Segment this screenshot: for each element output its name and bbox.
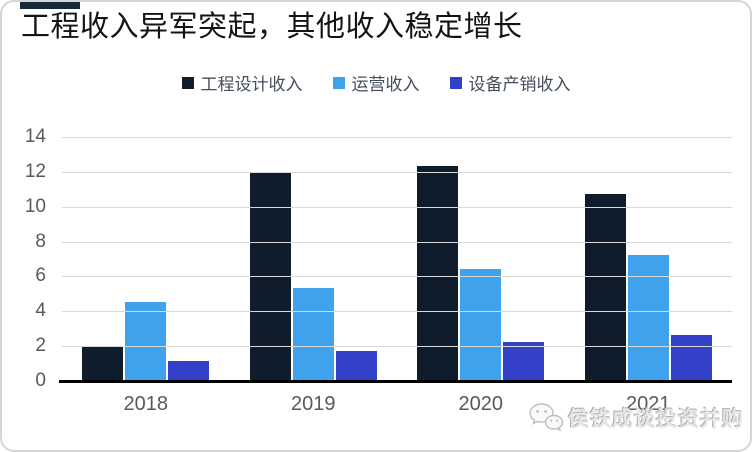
bar-设备产销收入-2021 [670, 334, 712, 382]
bar-group-2021 [565, 138, 733, 382]
bar-group-2018 [62, 138, 230, 382]
y-tick-label: 10 [24, 195, 46, 217]
bar-工程设计收入-2020 [417, 165, 459, 382]
gridline [62, 137, 732, 138]
y-tick-label: 6 [35, 265, 46, 287]
bar-运营收入-2020 [460, 268, 502, 382]
title-accent-bar [20, 2, 80, 9]
legend-swatch [181, 76, 194, 89]
y-tick-label: 12 [24, 160, 46, 182]
gridline [62, 241, 732, 243]
legend-label: 运营收入 [351, 75, 420, 94]
bar-设备产销收入-2019 [335, 350, 377, 382]
wechat-icon [529, 403, 564, 432]
y-tick-label: 14 [24, 126, 46, 147]
y-axis: 0 2 4 6 8 10 12 14 [2, 126, 52, 391]
gridline [62, 206, 732, 208]
bar-运营收入-2021 [627, 254, 669, 382]
x-tick-label-2018: 2018 [123, 393, 169, 415]
y-tick-label: 2 [35, 335, 46, 357]
y-tick-label: 8 [35, 230, 46, 252]
y-tick-label: 4 [35, 300, 46, 322]
legend-label: 工程设计收入 [200, 75, 303, 94]
bar-group-2020 [397, 138, 565, 382]
legend-swatch [449, 76, 462, 89]
bar-工程设计收入-2021 [584, 193, 626, 382]
legend-item-0: 工程设计收入 [181, 70, 303, 95]
bar-设备产销收入-2018 [168, 361, 210, 382]
bar-设备产销收入-2020 [503, 341, 545, 382]
plot-area [59, 137, 733, 383]
gridline [62, 311, 732, 313]
bar-工程设计收入-2018 [82, 347, 124, 382]
legend-label: 设备产销收入 [468, 75, 571, 94]
watermark-text: 侯铁成谈投资并购 [568, 407, 744, 431]
legend: 工程设计收入 运营收入 设备产销收入 [2, 70, 750, 95]
legend-item-2: 设备产销收入 [449, 70, 571, 95]
gridline [62, 171, 732, 173]
chart-title: 工程收入异军突起，其他收入稳定增长 [21, 11, 523, 43]
legend-swatch [332, 76, 345, 89]
gridline [62, 346, 732, 348]
bar-运营收入-2019 [292, 287, 334, 382]
x-tick-label-2020: 2020 [458, 393, 504, 415]
x-tick-label-2021: 2021 [626, 393, 671, 415]
x-axis: 2018 2019 2020 2021 [62, 393, 732, 416]
gridline [62, 276, 732, 278]
x-axis-line [59, 380, 732, 383]
legend-item-1: 运营收入 [332, 70, 420, 95]
x-tick-label-2019: 2019 [291, 393, 336, 415]
watermark: 侯铁成谈投资并购 [528, 402, 744, 433]
y-tick-label: 0 [35, 370, 46, 391]
bar-运营收入-2018 [125, 301, 167, 382]
